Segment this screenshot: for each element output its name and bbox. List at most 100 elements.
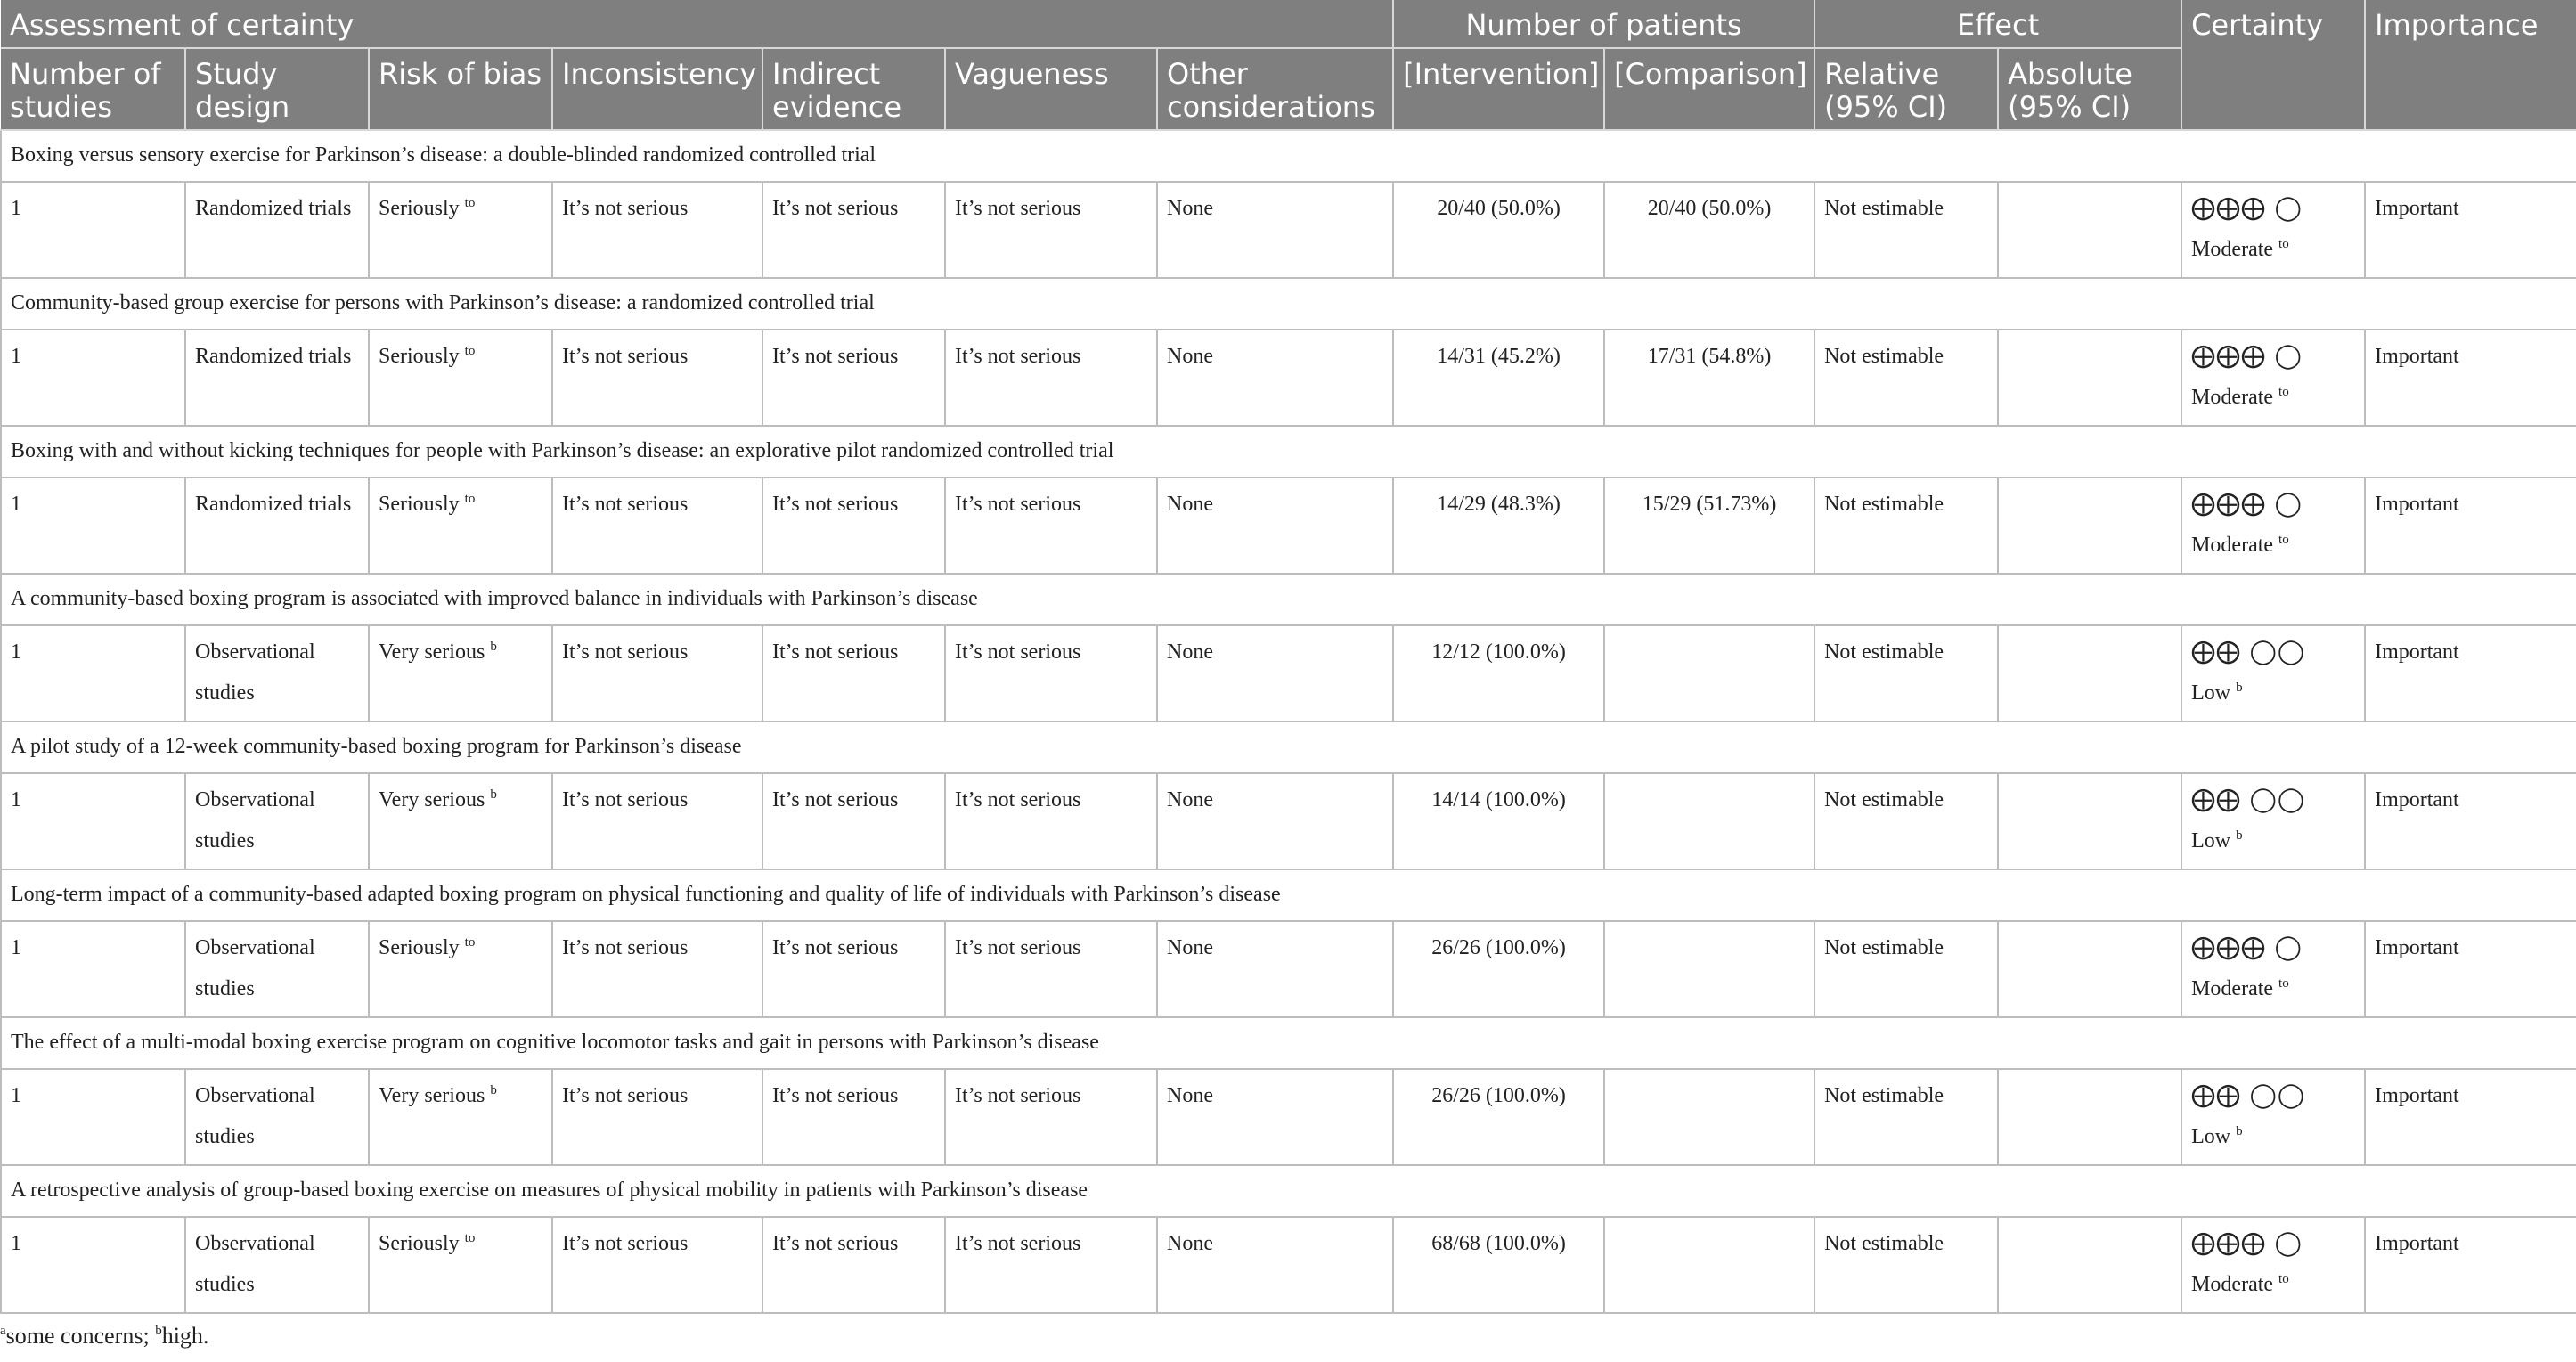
cell-relative: Not estimable (1814, 920, 2000, 1018)
cell-importance: Important (2364, 329, 2576, 427)
cell-relative: Not estimable (1814, 477, 2000, 575)
certainty-footnote-mark: b (2236, 681, 2243, 695)
cell-absolute (1997, 624, 2183, 722)
cell-risk-of-bias: Seriously to (368, 477, 553, 575)
study-title: Community-based group exercise for perso… (0, 277, 2576, 330)
risk-of-bias-footnote-mark: to (464, 935, 476, 950)
cell-inconsistency: It’s not serious (551, 181, 763, 279)
certainty-footnote-mark: to (2278, 1272, 2289, 1286)
cell-importance: Important (2364, 1068, 2576, 1166)
study-title: Boxing versus sensory exercise for Parki… (0, 129, 2576, 183)
certainty-rating-icon: ⨁⨁⨁ ◯ (2191, 934, 2303, 961)
cell-intervention: 14/14 (100.0%) (1392, 772, 1606, 870)
cell-number-of-studies: 1 (0, 1068, 186, 1166)
certainty-label-line: Low b (2191, 820, 2355, 861)
study-title: Long-term impact of a community-based ad… (0, 869, 2576, 922)
cell-importance: Important (2364, 181, 2576, 279)
cell-absolute (1997, 181, 2183, 279)
header-group-row: Assessment of certainty Number of patien… (1, 0, 2576, 131)
study-title-row: A retrospective analysis of group-based … (0, 1164, 2576, 1218)
risk-of-bias-footnote-mark: to (464, 492, 476, 506)
header-effect: Effect (1814, 0, 2183, 49)
header-intervention: [Intervention] (1393, 48, 1606, 131)
certainty-label-line: Low b (2191, 673, 2355, 714)
cell-comparison: 20/40 (50.0%) (1603, 181, 1816, 279)
certainty-rating-icon: ⨁⨁ ◯◯ (2191, 638, 2306, 665)
cell-number-of-studies: 1 (0, 772, 186, 870)
certainty-label: Moderate (2191, 238, 2274, 261)
study-title-row: A community-based boxing program is asso… (0, 573, 2576, 626)
cell-inconsistency: It’s not serious (551, 624, 763, 722)
cell-importance: Important (2364, 624, 2576, 722)
cell-importance: Important (2364, 772, 2576, 870)
cell-inconsistency: It’s not serious (551, 477, 763, 575)
header-assessment-of-certainty: Assessment of certainty (1, 0, 1395, 49)
cell-certainty: ⨁⨁⨁ ◯ Moderate to (2181, 181, 2367, 279)
cell-importance: Important (2364, 477, 2576, 575)
cell-number-of-studies: 1 (0, 624, 186, 722)
footnote-b-text: high. (161, 1323, 209, 1349)
study-title: Boxing with and without kicking techniqu… (0, 425, 2576, 478)
cell-risk-of-bias: Very serious b (368, 624, 553, 722)
study-title-row: A pilot study of a 12-week community-bas… (0, 721, 2576, 774)
certainty-rating-icon: ⨁⨁ ◯◯ (2191, 786, 2306, 813)
cell-importance: Important (2364, 920, 2576, 1018)
study-title: A retrospective analysis of group-based … (0, 1164, 2576, 1218)
cell-absolute (1997, 1068, 2183, 1166)
cell-comparison (1603, 1068, 1816, 1166)
certainty-label-line: Low b (2191, 1116, 2355, 1157)
header-study-design: Study design (185, 48, 370, 131)
cell-risk-of-bias: Seriously to (368, 1216, 553, 1314)
certainty-rating-icon: ⨁⨁⨁ ◯ (2191, 194, 2303, 222)
risk-of-bias-text: Seriously (379, 493, 460, 516)
certainty-label: Moderate (2191, 534, 2274, 557)
cell-relative: Not estimable (1814, 772, 2000, 870)
header-absolute: Absolute (95% CI) (1998, 48, 2183, 131)
certainty-label: Low (2191, 681, 2231, 705)
cell-indirect-evidence: It’s not serious (762, 1216, 946, 1314)
cell-absolute (1997, 329, 2183, 427)
cell-inconsistency: It’s not serious (551, 1068, 763, 1166)
cell-intervention: 68/68 (100.0%) (1392, 1216, 1606, 1314)
header-number-of-studies: Number of studies (1, 48, 186, 131)
risk-of-bias-footnote-mark: to (464, 344, 476, 358)
cell-indirect-evidence: It’s not serious (762, 772, 946, 870)
cell-other-considerations: None (1155, 1068, 1395, 1166)
cell-risk-of-bias: Seriously to (368, 329, 553, 427)
risk-of-bias-footnote-mark: b (490, 640, 497, 654)
risk-of-bias-text: Very serious (379, 788, 485, 811)
study-title: A community-based boxing program is asso… (0, 573, 2576, 626)
cell-relative: Not estimable (1814, 329, 2000, 427)
risk-of-bias-text: Seriously (379, 345, 460, 368)
footnote-a-text: some concerns; (5, 1323, 156, 1349)
certainty-label: Low (2191, 829, 2231, 852)
risk-of-bias-text: Seriously (379, 197, 460, 220)
risk-of-bias-footnote-mark: b (490, 787, 497, 802)
table-footnote: asome concerns; bhigh. (0, 1314, 2576, 1350)
table-row: 1 Observational studies Seriously to It’s n… (0, 920, 2576, 1018)
certainty-label: Moderate (2191, 977, 2274, 1000)
certainty-label-line: Moderate to (2191, 968, 2355, 1009)
cell-comparison (1603, 624, 1816, 722)
cell-relative: Not estimable (1814, 1216, 2000, 1314)
cell-certainty: ⨁⨁ ◯◯ Low b (2181, 772, 2367, 870)
cell-risk-of-bias: Very serious b (368, 1068, 553, 1166)
footnote-a-mark: a (0, 1324, 6, 1338)
cell-risk-of-bias: Seriously to (368, 181, 553, 279)
risk-of-bias-text: Very serious (379, 640, 485, 664)
cell-other-considerations: None (1155, 920, 1395, 1018)
certainty-rating-icon: ⨁⨁⨁ ◯ (2191, 490, 2303, 518)
cell-certainty: ⨁⨁⨁ ◯ Moderate to (2181, 920, 2367, 1018)
cell-vagueness: It’s not serious (944, 772, 1158, 870)
header-certainty: Certainty (2181, 0, 2367, 131)
certainty-label: Low (2191, 1125, 2231, 1148)
certainty-footnote-mark: to (2278, 976, 2289, 991)
cell-certainty: ⨁⨁⨁ ◯ Moderate to (2181, 329, 2367, 427)
grade-evidence-table: Assessment of certainty Number of patien… (0, 0, 2576, 1314)
cell-inconsistency: It’s not serious (551, 1216, 763, 1314)
cell-certainty: ⨁⨁ ◯◯ Low b (2181, 624, 2367, 722)
header-risk-of-bias: Risk of bias (369, 48, 553, 131)
table-row: 1 Randomized trials Seriously to It’s not s… (0, 329, 2576, 427)
cell-vagueness: It’s not serious (944, 920, 1158, 1018)
header-indirect-evidence: Indirect evidence (762, 48, 946, 131)
